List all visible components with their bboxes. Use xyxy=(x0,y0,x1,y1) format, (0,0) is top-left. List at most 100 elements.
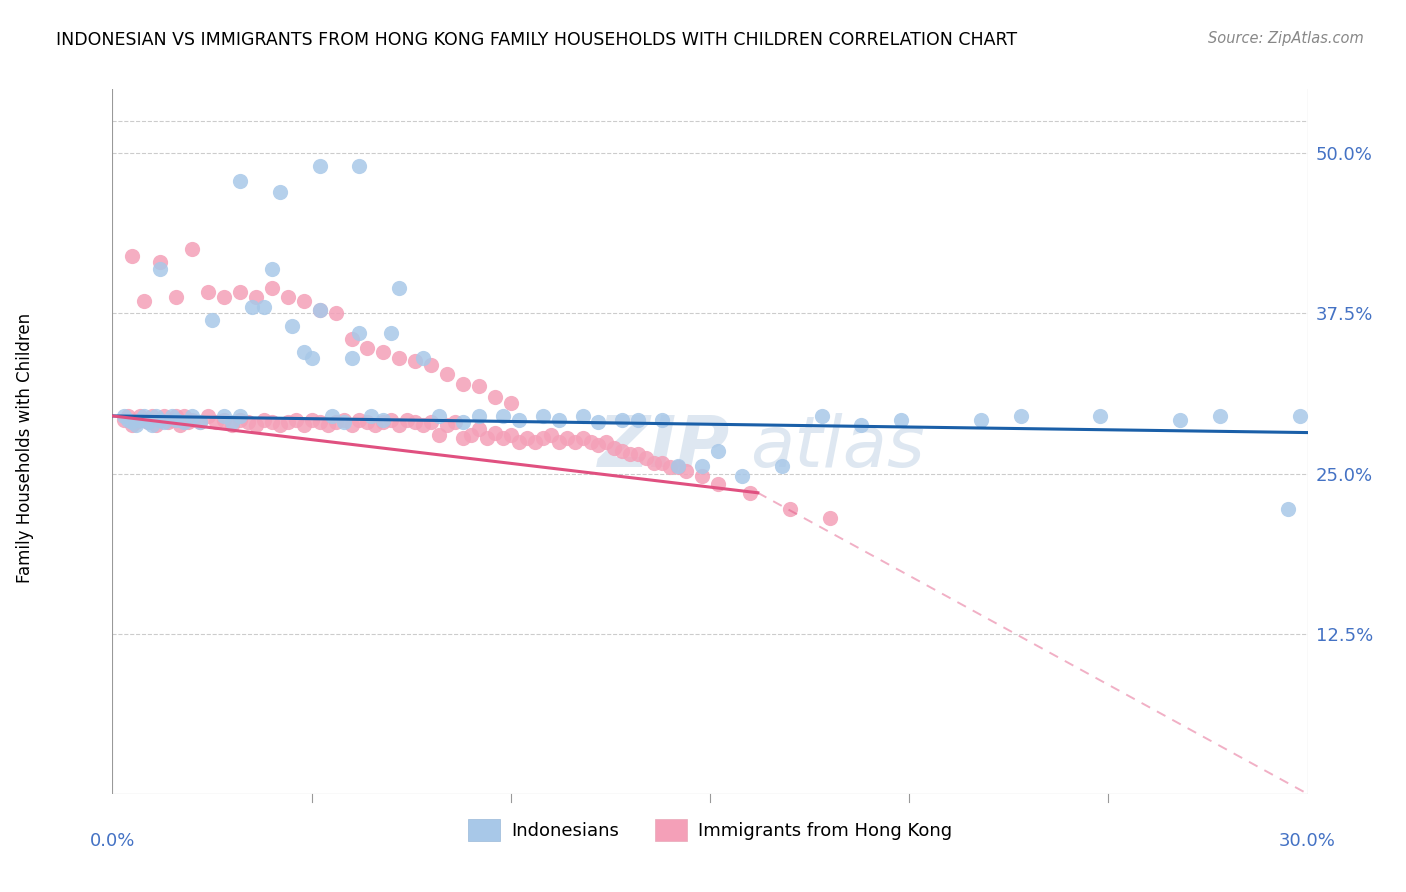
Point xyxy=(475,431,498,445)
Point xyxy=(451,376,474,391)
Point xyxy=(970,413,993,427)
Point xyxy=(281,319,304,334)
Point xyxy=(484,390,506,404)
Point xyxy=(380,326,402,340)
Point xyxy=(292,344,315,359)
Point xyxy=(571,431,593,445)
Point xyxy=(412,417,434,432)
Point xyxy=(153,415,176,429)
Point xyxy=(484,425,506,440)
Point xyxy=(619,447,641,461)
Point xyxy=(588,415,610,429)
Point xyxy=(141,417,163,432)
Point xyxy=(269,417,291,432)
Point xyxy=(229,174,252,188)
Point xyxy=(523,434,546,449)
Point xyxy=(229,285,252,299)
Point xyxy=(165,290,187,304)
Point xyxy=(340,351,363,366)
Point xyxy=(547,413,569,427)
Point xyxy=(277,290,299,304)
Point xyxy=(269,185,291,199)
Point xyxy=(731,469,754,483)
Point xyxy=(555,431,578,445)
Point xyxy=(1288,409,1310,423)
Point xyxy=(579,434,602,449)
Point xyxy=(412,351,434,366)
Legend: Indonesians, Immigrants from Hong Kong: Indonesians, Immigrants from Hong Kong xyxy=(460,812,960,848)
Point xyxy=(643,456,665,470)
Point xyxy=(134,413,156,427)
Point xyxy=(301,351,323,366)
Point xyxy=(121,415,143,429)
Point xyxy=(499,396,522,410)
Point xyxy=(145,409,167,423)
Point xyxy=(451,431,474,445)
Point xyxy=(197,285,219,299)
Point xyxy=(636,451,658,466)
Point xyxy=(1168,413,1191,427)
Point xyxy=(651,413,673,427)
Point xyxy=(364,417,387,432)
Point xyxy=(212,409,235,423)
Point xyxy=(588,438,610,452)
Point xyxy=(890,413,912,427)
Point xyxy=(499,428,522,442)
Point xyxy=(373,344,395,359)
Point xyxy=(690,458,713,473)
Text: ZIP: ZIP xyxy=(598,414,730,483)
Point xyxy=(651,456,673,470)
Point xyxy=(492,431,515,445)
Point xyxy=(173,409,195,423)
Point xyxy=(197,409,219,423)
Point xyxy=(181,243,204,257)
Point xyxy=(349,159,371,173)
Point xyxy=(360,409,382,423)
Point xyxy=(117,413,139,427)
Point xyxy=(169,417,191,432)
Point xyxy=(157,415,180,429)
Point xyxy=(540,428,562,442)
Point xyxy=(770,458,793,473)
Point xyxy=(245,417,267,432)
Point xyxy=(388,281,411,295)
Point xyxy=(134,293,156,308)
Point xyxy=(332,415,354,429)
Point xyxy=(404,354,426,368)
Point xyxy=(308,302,330,317)
Point xyxy=(138,415,160,429)
Point xyxy=(356,341,378,355)
Point xyxy=(181,413,204,427)
Point xyxy=(325,306,347,320)
Point xyxy=(1010,409,1032,423)
Point xyxy=(508,434,530,449)
Point xyxy=(468,379,491,393)
Point xyxy=(134,409,156,423)
Point xyxy=(460,428,482,442)
Point xyxy=(451,415,474,429)
Point xyxy=(547,434,569,449)
Point xyxy=(260,281,283,295)
Point xyxy=(468,422,491,436)
Point xyxy=(380,413,402,427)
Point xyxy=(531,431,554,445)
Point xyxy=(659,460,682,475)
Point xyxy=(564,434,586,449)
Point xyxy=(468,409,491,423)
Point xyxy=(675,464,697,478)
Point xyxy=(492,409,515,423)
Point xyxy=(436,367,458,381)
Point xyxy=(420,415,443,429)
Point xyxy=(388,351,411,366)
Point xyxy=(349,413,371,427)
Point xyxy=(188,415,211,429)
Point xyxy=(340,417,363,432)
Point xyxy=(1209,409,1232,423)
Point xyxy=(404,415,426,429)
Point xyxy=(420,358,443,372)
Point xyxy=(427,409,450,423)
Point xyxy=(531,409,554,423)
Point xyxy=(738,485,761,500)
Point xyxy=(129,409,152,423)
Point xyxy=(117,409,139,423)
